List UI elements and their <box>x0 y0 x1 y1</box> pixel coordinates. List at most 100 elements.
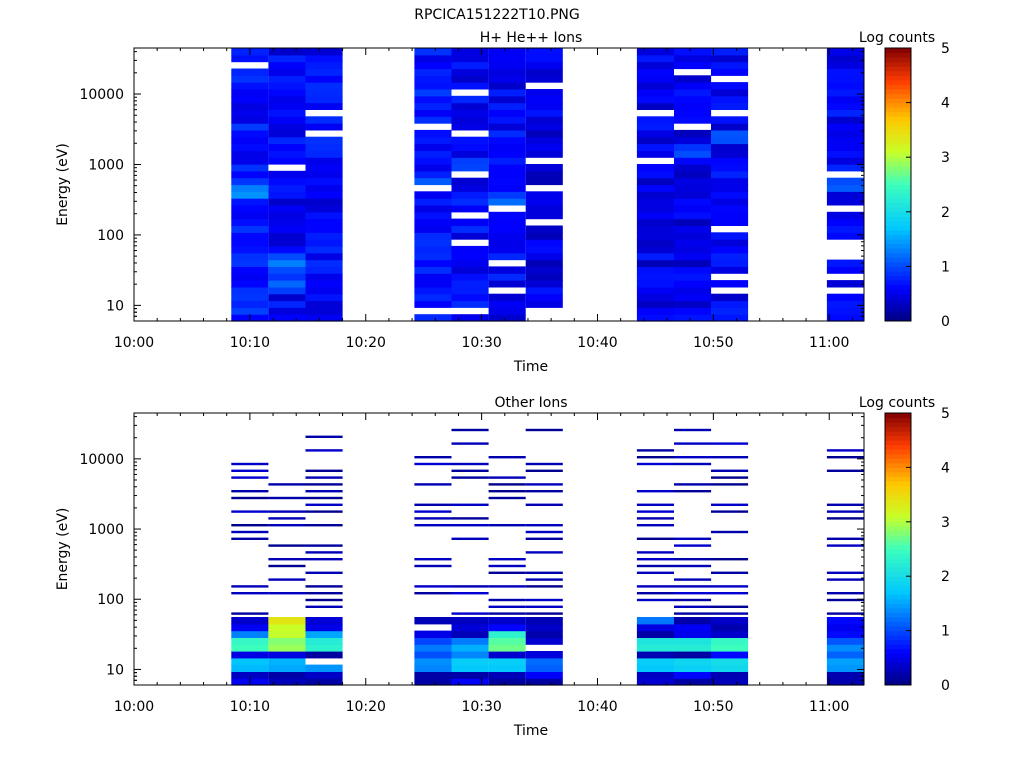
heatmap-cell <box>674 170 712 179</box>
heatmap-cell <box>826 218 864 226</box>
heatmap-cell <box>636 150 674 158</box>
heatmap-cell <box>826 571 864 574</box>
heatmap-cell <box>268 136 306 145</box>
colorbar-swatch <box>885 467 911 473</box>
heatmap-cell <box>826 307 864 315</box>
colorbar-swatch <box>885 553 911 559</box>
heatmap-cell <box>268 48 306 56</box>
heatmap-cell <box>451 428 489 432</box>
heatmap-cell <box>488 89 526 97</box>
heatmap-cell <box>525 524 563 527</box>
heatmap-cell <box>305 605 343 608</box>
heatmap-cell <box>268 61 306 70</box>
heatmap-cell <box>305 75 343 83</box>
heatmap-cell <box>305 476 343 479</box>
heatmap-cell <box>525 469 563 472</box>
heatmap-cell <box>525 211 563 220</box>
heatmap-cell <box>488 245 526 254</box>
colorbar-swatch <box>885 161 911 167</box>
heatmap-cell <box>305 191 343 199</box>
heatmap-cell <box>674 239 712 247</box>
heatmap-cell <box>826 280 864 288</box>
heatmap-cell <box>711 530 749 534</box>
colorbar-swatch <box>885 270 911 276</box>
heatmap-cell <box>826 211 864 220</box>
heatmap-cell <box>525 232 563 240</box>
heatmap-cell <box>711 651 749 659</box>
heatmap-cell <box>674 314 712 322</box>
colorbar-frame <box>884 412 912 686</box>
heatmap-cell <box>231 280 269 288</box>
heatmap-cell <box>711 136 749 145</box>
heatmap-cell <box>636 245 674 254</box>
heatmap-cell <box>525 571 563 574</box>
heatmap-cell <box>268 544 306 547</box>
heatmap-cell <box>488 82 526 90</box>
heatmap-cell <box>231 177 269 186</box>
heatmap-cell <box>414 61 452 70</box>
heatmap-cell <box>674 657 712 666</box>
heatmap-cell <box>636 102 674 110</box>
heatmap-cell <box>636 510 674 513</box>
heatmap-cell <box>525 191 563 199</box>
heatmap-cell <box>674 205 712 213</box>
heatmap-cell <box>305 102 343 110</box>
heatmap-cell <box>711 259 749 267</box>
heatmap-cell <box>674 598 712 602</box>
heatmap-cell <box>711 585 749 588</box>
heatmap-cell <box>826 678 864 686</box>
heatmap-cell <box>451 259 489 267</box>
heatmap-cell <box>231 664 269 672</box>
colorbar-swatch <box>885 239 911 245</box>
heatmap-cell <box>636 89 674 97</box>
heatmap-cell <box>305 307 343 315</box>
heatmap-cell <box>488 524 526 527</box>
heatmap-cell <box>488 68 526 76</box>
heatmap-cell <box>305 630 343 638</box>
heatmap-cell <box>451 476 489 479</box>
heatmap-cell <box>231 211 269 220</box>
heatmap-cell <box>826 95 864 104</box>
heatmap-cell <box>488 123 526 131</box>
heatmap-cell <box>451 164 489 172</box>
colorbar-swatch <box>885 307 911 313</box>
heatmap-cell <box>826 75 864 83</box>
heatmap-cell <box>525 678 563 686</box>
heatmap-cell <box>674 191 712 199</box>
heatmap-cell <box>231 116 269 124</box>
heatmap-cell <box>525 239 563 247</box>
heatmap-cell <box>525 537 563 540</box>
heatmap-cell <box>231 68 269 76</box>
heatmap-cell <box>488 637 526 645</box>
heatmap-cell <box>414 48 452 56</box>
colorbar-swatch <box>885 52 911 58</box>
heatmap-cell <box>268 644 306 652</box>
heatmap-cell <box>674 483 712 486</box>
heatmap-cell <box>231 82 269 90</box>
heatmap-cell <box>488 252 526 261</box>
heatmap-cell <box>525 605 563 608</box>
heatmap-cell <box>305 136 343 145</box>
heatmap-cell <box>451 630 489 638</box>
heatmap-cell <box>305 164 343 172</box>
heatmap-cell <box>674 75 712 83</box>
heatmap-cell <box>826 102 864 110</box>
x-tick-label: 10:50 <box>693 335 733 351</box>
heatmap-cell <box>674 54 712 63</box>
heatmap-cell <box>674 61 712 70</box>
heatmap-cell <box>826 644 864 652</box>
heatmap-cell <box>711 637 749 645</box>
heatmap-cell <box>711 678 749 686</box>
heatmap-cell <box>711 644 749 652</box>
heatmap-cell <box>305 510 343 513</box>
heatmap-cell <box>636 136 674 145</box>
heatmap-cell <box>711 671 749 679</box>
colorbar-swatch <box>885 490 911 496</box>
y-tick-label: 1000 <box>88 157 124 173</box>
colorbar-tick-label: 2 <box>941 569 950 585</box>
heatmap-cell <box>231 225 269 233</box>
heatmap-cell <box>488 314 526 322</box>
colorbar-swatch <box>885 230 911 236</box>
colorbar-swatch <box>885 521 911 527</box>
heatmap-cell <box>711 95 749 104</box>
